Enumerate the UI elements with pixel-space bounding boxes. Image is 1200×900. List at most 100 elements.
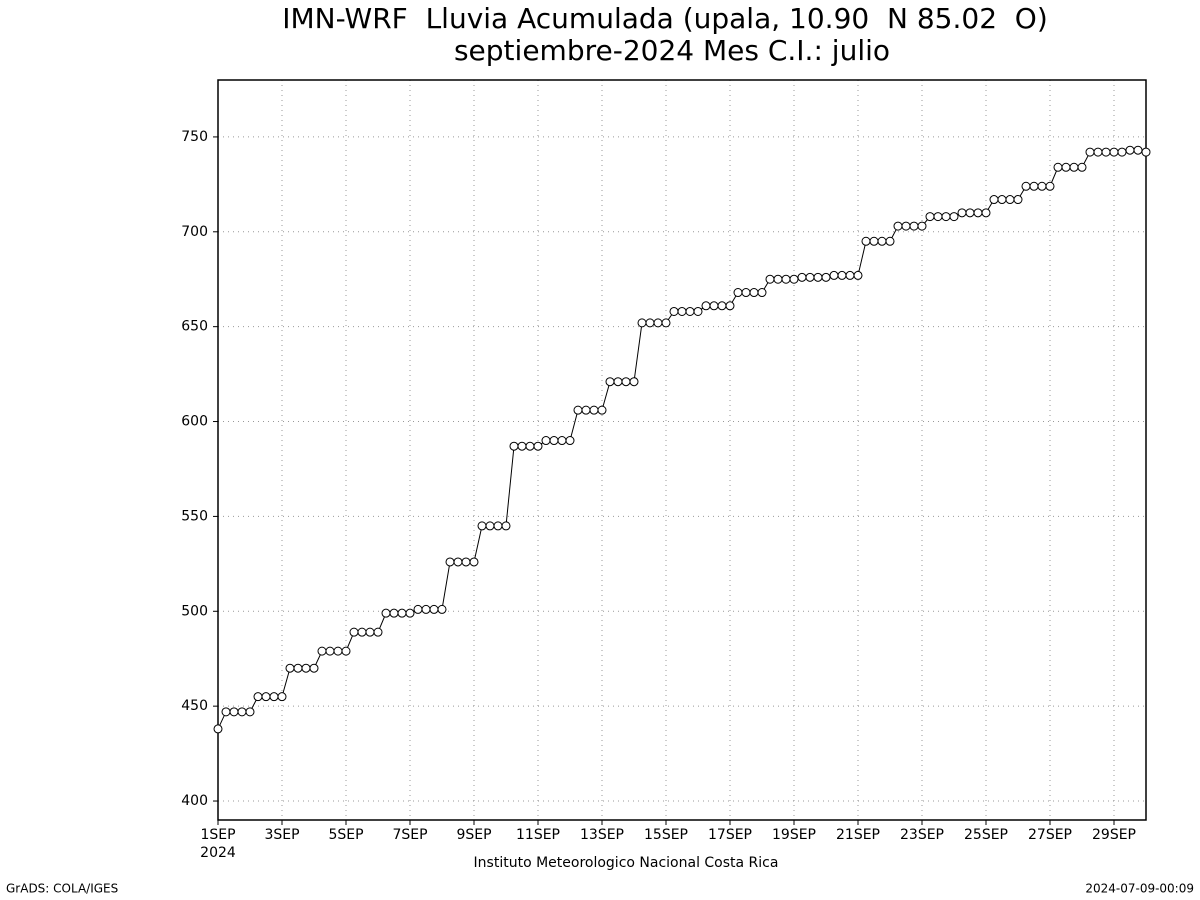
data-point bbox=[885, 236, 895, 246]
y-tick-label: 450 bbox=[181, 698, 208, 714]
data-point bbox=[501, 521, 511, 531]
data-point bbox=[861, 236, 871, 246]
data-point bbox=[237, 707, 247, 717]
x-tick-label: 7SEP bbox=[392, 827, 427, 843]
data-point bbox=[1093, 147, 1103, 157]
data-point bbox=[421, 604, 431, 614]
data-point bbox=[573, 405, 583, 415]
data-point bbox=[453, 557, 463, 567]
data-point bbox=[1141, 147, 1151, 157]
data-point bbox=[221, 707, 231, 717]
data-point bbox=[405, 608, 415, 618]
data-point bbox=[709, 301, 719, 311]
x-tick-label: 19SEP bbox=[772, 827, 816, 843]
x-tick-label: 29SEP bbox=[1092, 827, 1136, 843]
y-tick-label: 750 bbox=[181, 129, 208, 145]
data-point bbox=[229, 707, 239, 717]
data-point bbox=[685, 306, 695, 316]
data-point bbox=[309, 663, 319, 673]
x-tick-label: 11SEP bbox=[516, 827, 560, 843]
data-point bbox=[541, 436, 551, 446]
x-tick-label: 25SEP bbox=[964, 827, 1008, 843]
data-point bbox=[1061, 162, 1071, 172]
data-point bbox=[1125, 145, 1135, 155]
y-tick-label: 700 bbox=[181, 224, 208, 240]
x-tick-label: 27SEP bbox=[1028, 827, 1072, 843]
x-tick-label: 1SEP bbox=[200, 827, 235, 843]
y-tick-label: 650 bbox=[181, 319, 208, 335]
data-point bbox=[749, 288, 759, 298]
data-point bbox=[797, 272, 807, 282]
x-tick-label: 9SEP bbox=[456, 827, 491, 843]
data-point bbox=[853, 270, 863, 280]
data-point bbox=[325, 646, 335, 656]
data-point bbox=[949, 212, 959, 222]
data-point bbox=[717, 301, 727, 311]
data-point bbox=[1005, 195, 1015, 205]
x-tick-label: 5SEP bbox=[328, 827, 363, 843]
data-point bbox=[1101, 147, 1111, 157]
data-point bbox=[1109, 147, 1119, 157]
data-point bbox=[437, 604, 447, 614]
data-point bbox=[997, 195, 1007, 205]
data-point bbox=[669, 306, 679, 316]
plot-frame bbox=[217, 79, 1147, 821]
data-point bbox=[317, 646, 327, 656]
data-point bbox=[1077, 162, 1087, 172]
data-point bbox=[941, 212, 951, 222]
data-point bbox=[989, 195, 999, 205]
data-point bbox=[333, 646, 343, 656]
data-point bbox=[1013, 195, 1023, 205]
data-point bbox=[565, 436, 575, 446]
data-point bbox=[1117, 147, 1127, 157]
data-point bbox=[829, 270, 839, 280]
data-point bbox=[645, 318, 655, 328]
data-point bbox=[285, 663, 295, 673]
data-point bbox=[909, 221, 919, 231]
chart-title: IMN-WRF Lluvia Acumulada (upala, 10.90 N… bbox=[282, 2, 1048, 35]
data-point bbox=[533, 441, 543, 451]
footer-right: 2024-07-09-00:09 bbox=[1085, 882, 1194, 896]
y-tick-label: 400 bbox=[181, 793, 208, 809]
data-point bbox=[1037, 181, 1047, 191]
data-point bbox=[813, 272, 823, 282]
data-point bbox=[485, 521, 495, 531]
data-point bbox=[637, 318, 647, 328]
data-point bbox=[397, 608, 407, 618]
data-point bbox=[1085, 147, 1095, 157]
data-point bbox=[269, 692, 279, 702]
data-point bbox=[349, 627, 359, 637]
data-point bbox=[429, 604, 439, 614]
data-point bbox=[781, 274, 791, 284]
data-point bbox=[957, 208, 967, 218]
data-point bbox=[445, 557, 455, 567]
data-point bbox=[557, 436, 567, 446]
x-tick-label: 21SEP bbox=[836, 827, 880, 843]
data-point bbox=[525, 441, 535, 451]
data-point bbox=[469, 557, 479, 567]
data-point bbox=[845, 270, 855, 280]
data-point bbox=[693, 306, 703, 316]
data-point bbox=[773, 274, 783, 284]
data-point bbox=[373, 627, 383, 637]
data-point bbox=[653, 318, 663, 328]
data-point bbox=[925, 212, 935, 222]
data-point bbox=[581, 405, 591, 415]
data-point bbox=[869, 236, 879, 246]
data-point bbox=[805, 272, 815, 282]
x-axis-label: Instituto Meteorologico Nacional Costa R… bbox=[474, 855, 779, 871]
data-point bbox=[381, 608, 391, 618]
data-point bbox=[621, 377, 631, 387]
x-axis-year: 2024 bbox=[200, 845, 236, 861]
y-tick-label: 500 bbox=[181, 603, 208, 619]
data-point bbox=[597, 405, 607, 415]
data-point bbox=[509, 441, 519, 451]
data-point bbox=[549, 436, 559, 446]
data-point bbox=[1053, 162, 1063, 172]
data-point bbox=[1069, 162, 1079, 172]
x-tick-label: 17SEP bbox=[708, 827, 752, 843]
data-point bbox=[213, 724, 223, 734]
data-point bbox=[1133, 145, 1143, 155]
data-point bbox=[357, 627, 367, 637]
